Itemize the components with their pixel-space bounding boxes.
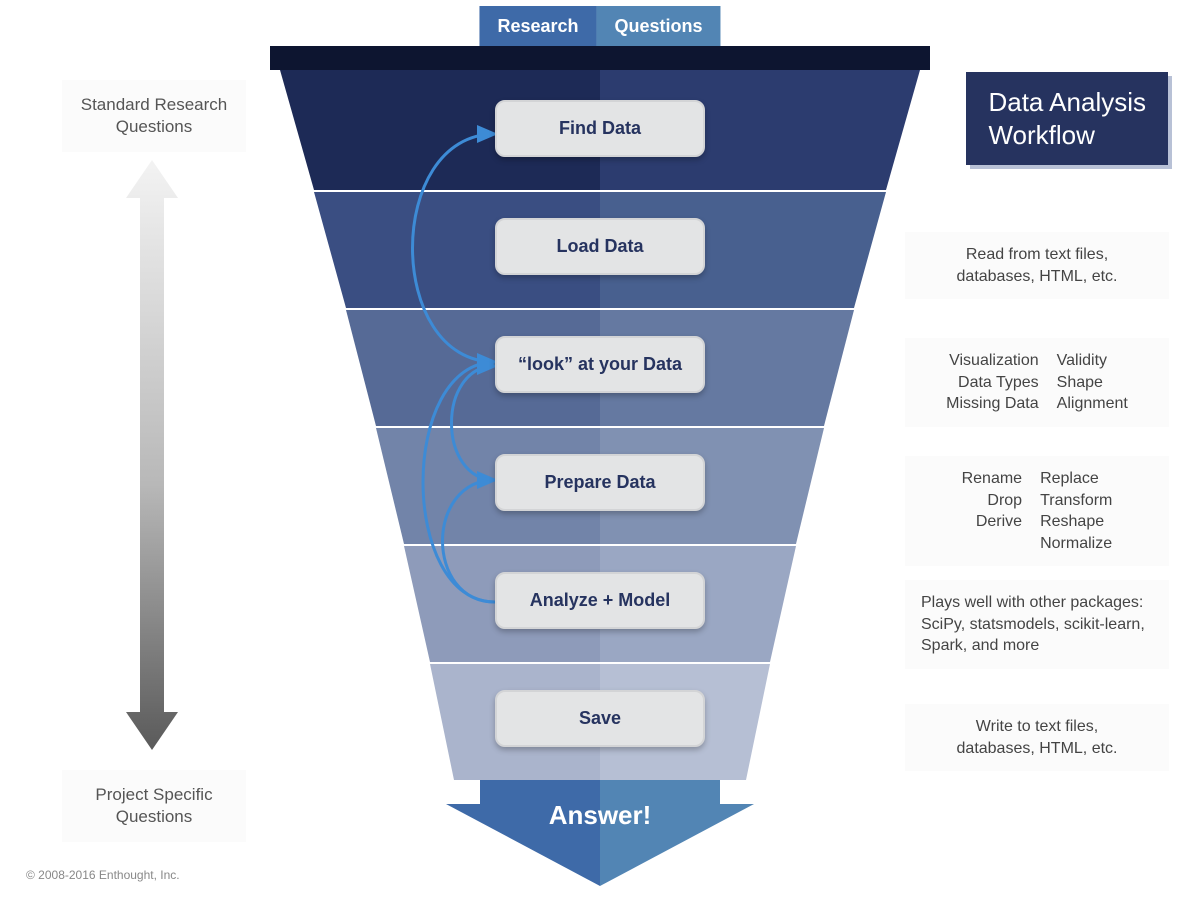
title-line-2: Workflow bbox=[988, 119, 1146, 152]
funnel-step-pill: Prepare Data bbox=[495, 454, 705, 511]
step-annotation: RenameDropDeriveReplaceTransformReshapeN… bbox=[905, 456, 1169, 566]
rq-tab-right: Questions bbox=[597, 6, 721, 47]
step-annotation: Read from text files,databases, HTML, et… bbox=[905, 232, 1169, 299]
standard-to-project-arrow-icon bbox=[126, 160, 178, 750]
standard-questions-note: Standard Research Questions bbox=[62, 80, 246, 152]
research-questions-tab: Research Questions bbox=[479, 6, 720, 47]
rq-tab-left: Research bbox=[479, 6, 596, 47]
funnel-step-pill: Find Data bbox=[495, 100, 705, 157]
step-annotation: Write to text files,databases, HTML, etc… bbox=[905, 704, 1169, 771]
title-line-1: Data Analysis bbox=[988, 86, 1146, 119]
answer-label: Answer! bbox=[549, 800, 652, 831]
title-box: Data Analysis Workflow bbox=[966, 72, 1168, 165]
project-questions-note: Project Specific Questions bbox=[62, 770, 246, 842]
funnel-step-pill: Load Data bbox=[495, 218, 705, 275]
step-annotation: Plays well with other packages:SciPy, st… bbox=[905, 580, 1169, 669]
funnel-step-pill: Save bbox=[495, 690, 705, 747]
workflow-funnel: Research Questions Find DataLoad Data“lo… bbox=[280, 46, 920, 866]
funnel-step-pill: “look” at your Data bbox=[495, 336, 705, 393]
copyright: © 2008-2016 Enthought, Inc. bbox=[26, 868, 180, 882]
step-annotation: VisualizationData TypesMissing DataValid… bbox=[905, 338, 1169, 427]
diagram-canvas: Data Analysis Workflow Standard Research… bbox=[0, 0, 1200, 900]
funnel-step-pill: Analyze + Model bbox=[495, 572, 705, 629]
